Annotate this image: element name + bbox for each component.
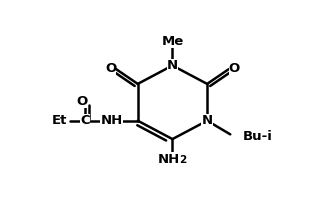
Text: O: O (229, 62, 240, 75)
Text: N: N (202, 114, 213, 127)
Text: O: O (105, 62, 116, 75)
Text: O: O (76, 95, 87, 108)
Text: NH: NH (100, 114, 123, 127)
Text: Et: Et (52, 114, 67, 127)
Text: 2: 2 (179, 155, 186, 165)
Text: Bu-i: Bu-i (243, 130, 272, 142)
Text: N: N (167, 59, 178, 72)
Text: Me: Me (161, 35, 183, 48)
Text: NH: NH (158, 153, 180, 166)
Text: C: C (81, 114, 90, 127)
